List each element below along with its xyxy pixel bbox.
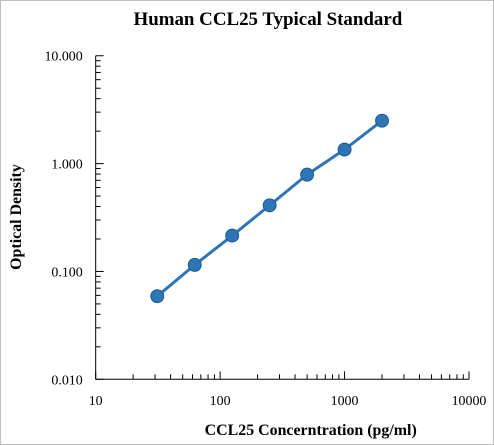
tick-marks [95, 55, 470, 380]
data-point [337, 142, 352, 157]
data-point [187, 257, 202, 272]
x-tick-label: 1000 [331, 394, 359, 409]
tick-labels: 10 100 1000 10000 0.010 0.100 1.000 10.000 [44, 50, 486, 409]
data-point [262, 198, 277, 213]
x-axis-label: CCL25 Concerntration (pg/ml) [205, 422, 417, 439]
y-tick-label: 0.010 [51, 373, 82, 388]
y-tick-label: 10.000 [44, 50, 82, 65]
chart-title: Human CCL25 Typical Standard [134, 9, 403, 30]
data-point [375, 113, 389, 128]
series-standard-curve [150, 113, 389, 304]
x-tick-label: 10000 [452, 394, 487, 409]
data-point [300, 167, 315, 182]
data-point [225, 228, 240, 243]
y-tick-label: 1.000 [51, 158, 82, 173]
axes [95, 55, 469, 380]
x-tick-label: 100 [210, 394, 231, 409]
x-tick-label: 10 [89, 394, 103, 409]
y-axis-label: Optical Density [8, 164, 25, 270]
y-tick-label: 0.100 [51, 265, 82, 280]
data-point [150, 289, 165, 304]
